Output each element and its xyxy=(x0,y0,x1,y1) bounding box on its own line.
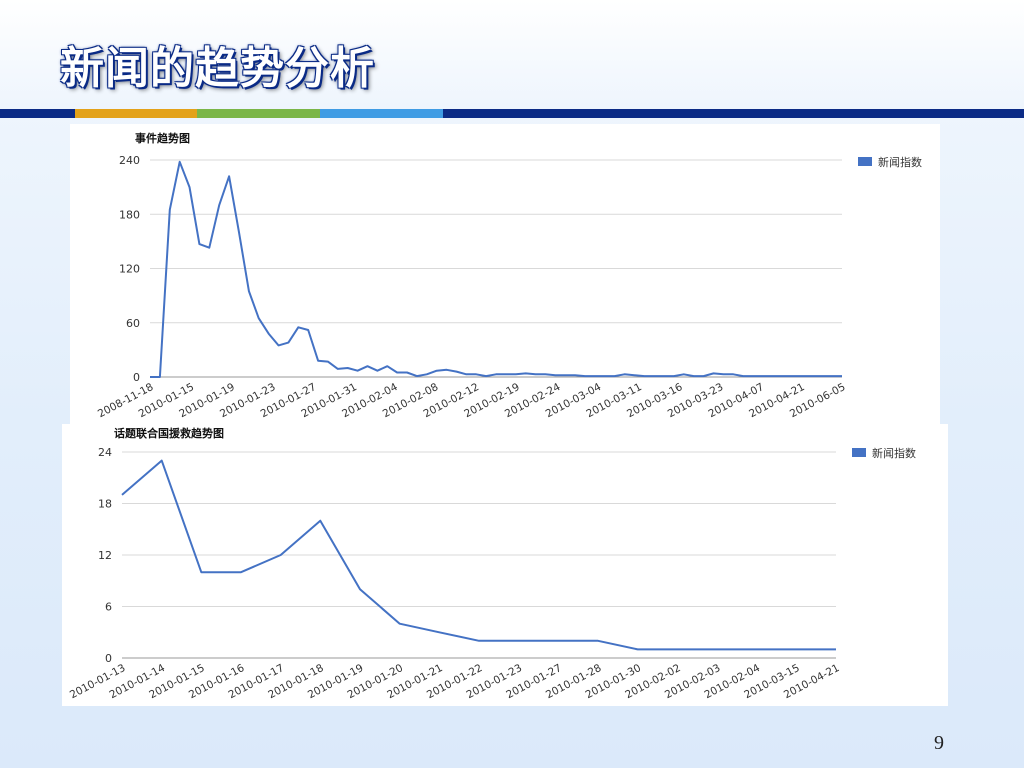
chart-panel-events: 事件趋势图 0 60 120 180 240 2008-11-18 2010-01-15 2… xyxy=(70,124,940,424)
y-tick-label: 12 xyxy=(98,549,112,562)
series-line xyxy=(121,459,836,651)
y-tick-label: 18 xyxy=(98,498,112,511)
y-tick-label: 0 xyxy=(105,652,112,665)
legend-swatch xyxy=(852,448,866,457)
legend-swatch xyxy=(858,157,872,166)
legend-label: 新闻指数 xyxy=(878,155,922,169)
chart-title: 事件趋势图 xyxy=(135,131,190,145)
title-color-band xyxy=(0,109,1024,118)
slide-title: 新闻的趋势分析 xyxy=(60,43,375,94)
y-tick-label: 24 xyxy=(98,446,112,459)
y-tick-label: 240 xyxy=(119,154,140,167)
band-green-segment xyxy=(197,109,320,118)
y-tick-label: 120 xyxy=(119,263,140,276)
band-orange-segment xyxy=(75,109,197,118)
band-navy-segment xyxy=(0,109,1024,118)
band-blue-segment xyxy=(320,109,443,118)
y-tick-label: 180 xyxy=(119,208,140,221)
page-number: 9 xyxy=(934,732,944,754)
chart-title: 话题联合国援救趋势图 xyxy=(114,426,224,440)
y-tick-label: 60 xyxy=(126,317,140,330)
y-tick-label: 0 xyxy=(133,371,140,384)
chart-panel-un-rescue: 话题联合国援救趋势图 0 6 12 18 24 2010-01-13 2010-01-14… xyxy=(62,424,948,706)
y-tick-label: 6 xyxy=(105,601,112,614)
legend-label: 新闻指数 xyxy=(872,446,916,460)
series-line xyxy=(150,160,842,378)
